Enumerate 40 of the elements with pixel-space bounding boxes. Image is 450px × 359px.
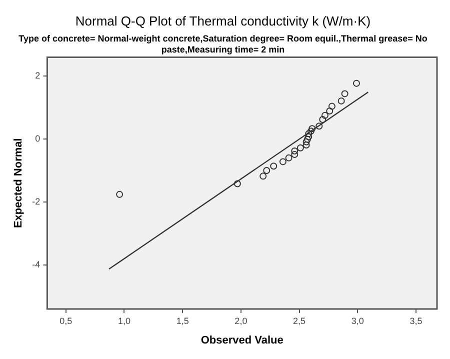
point <box>302 142 310 149</box>
x-tick-label: 0,5 <box>60 316 72 326</box>
chart-subtitle: Type of concrete= Normal-weight concrete,Saturation degree= Room equil.,Thermal grease= No paste,Measuring time= 2 min <box>18 33 428 54</box>
point <box>307 128 314 135</box>
x-tick-label: 1,5 <box>176 316 189 326</box>
point <box>291 147 298 154</box>
point <box>285 154 292 162</box>
point <box>304 136 311 143</box>
point <box>263 167 270 174</box>
point <box>305 133 312 140</box>
point <box>326 108 334 115</box>
point <box>328 102 336 110</box>
point <box>338 97 345 104</box>
x-axis-title: Observed Value <box>200 334 284 346</box>
y-tick-label: -2 <box>32 196 40 206</box>
point <box>305 130 312 138</box>
point <box>321 112 328 119</box>
x-tick-label: 2,5 <box>293 316 306 326</box>
point <box>260 172 267 180</box>
point <box>316 122 323 130</box>
y-tick-label: 2 <box>35 70 40 81</box>
point <box>352 80 360 87</box>
point <box>308 125 316 132</box>
x-tick-label: 1,0 <box>118 316 130 326</box>
point <box>341 90 348 98</box>
chart-title: Normal Q-Q Plot of Thermal conductivity k (W/m·K) <box>75 13 371 28</box>
y-axis-title: Expected Normal <box>12 138 25 228</box>
y-tick-label: -4 <box>32 259 40 270</box>
point <box>116 190 124 198</box>
point <box>291 150 298 158</box>
point <box>302 138 310 146</box>
x-tick-label: 3,0 <box>351 316 364 326</box>
point <box>279 158 286 166</box>
point <box>270 162 278 170</box>
x-tick-label: 2,0 <box>234 316 248 326</box>
x-tick-label: 3,5 <box>410 316 422 326</box>
y-tick-label: 0 <box>35 134 40 144</box>
point <box>319 116 326 124</box>
point <box>234 180 241 188</box>
point <box>296 144 304 152</box>
